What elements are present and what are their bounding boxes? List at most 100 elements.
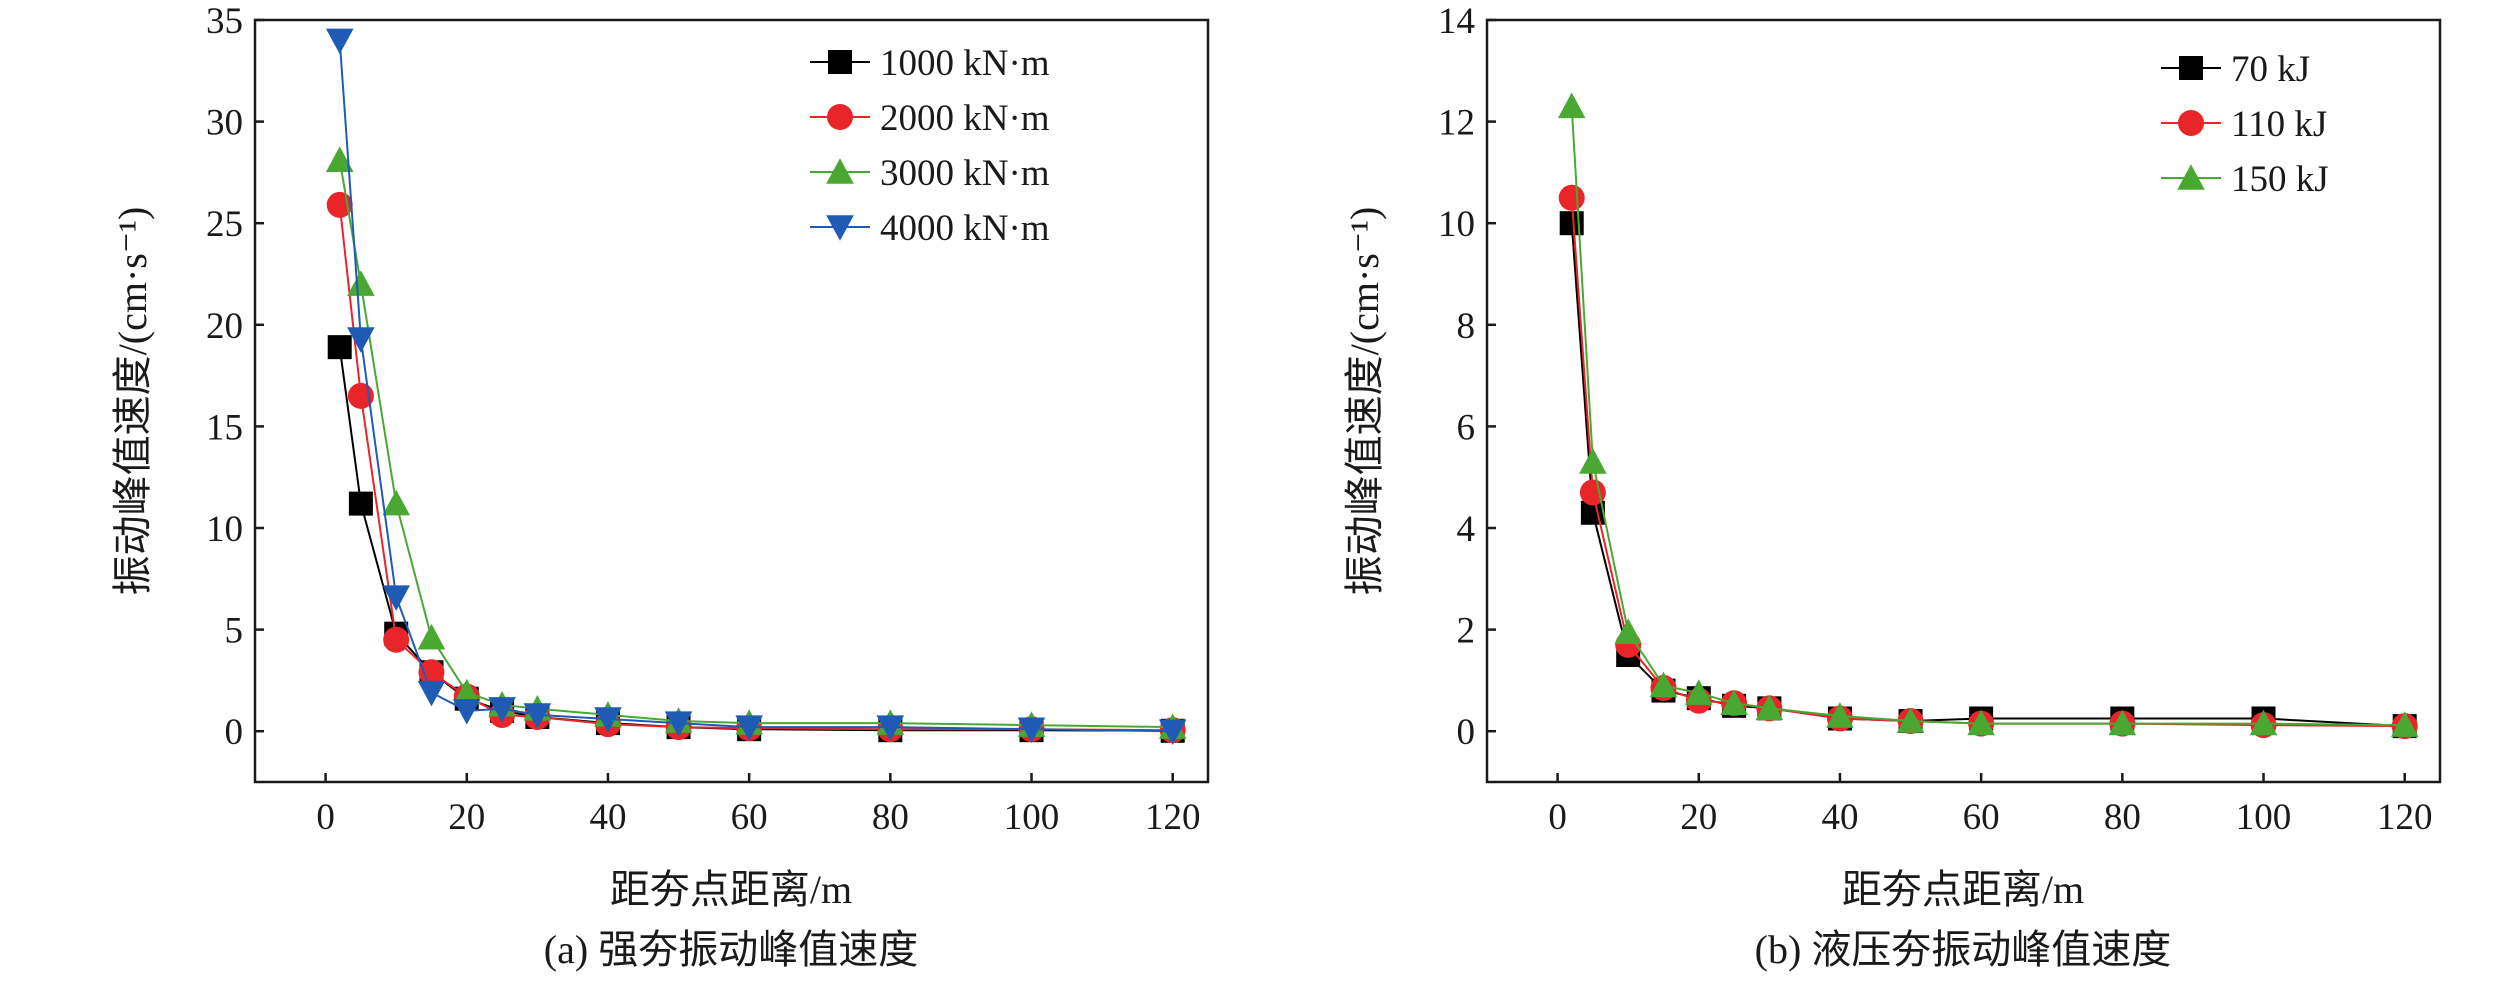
legend-marker (2179, 56, 2203, 80)
legend-marker (828, 50, 852, 74)
data-point-series-2 (382, 489, 410, 516)
x-tick-label: 100 (1004, 797, 1060, 838)
data-point-series-2 (2390, 711, 2419, 737)
chart-a-ticks: 0 20 40 60 80 100 120 0 5 10 15 20 25 30 35 (206, 1, 1200, 838)
data-point-series-2 (1579, 448, 1607, 474)
data-point-series-2 (1896, 707, 1925, 733)
series-line-1 (338, 204, 1173, 732)
chart-a-caption: (a) 强夯振动峰值速度 (544, 927, 918, 972)
data-point-series-2 (1684, 679, 1713, 705)
legend-label: 2000 kN·m (880, 98, 1050, 139)
chart-b-y-axis-label: 振动峰值速度/(cm·s⁻¹) (1342, 207, 1387, 596)
y-tick-label: 25 (206, 204, 243, 245)
x-tick-label: 0 (316, 797, 335, 838)
data-point-series-3 (1017, 717, 1046, 743)
data-point-series-2 (452, 678, 481, 705)
data-point-series-1 (418, 659, 445, 686)
y-tick-label: 30 (206, 103, 243, 144)
legend-label: 4000 kN·m (880, 208, 1050, 249)
data-point-series-3 (1158, 719, 1187, 745)
data-point-series-2 (1826, 702, 1854, 728)
data-point-series-3 (347, 327, 375, 353)
x-tick-label: 60 (731, 797, 768, 838)
chart-b-caption: (b) 液压夯振动峰值速度 (1755, 927, 2172, 972)
chart-a-x-axis-label: 距夯点距离/m (610, 867, 852, 912)
chart-a: 0 20 40 60 80 100 120 0 5 10 15 20 25 30 35 1000 kN·m 2… (110, 1, 1210, 972)
x-tick-label: 0 (1548, 797, 1567, 838)
legend-marker (2177, 164, 2205, 190)
data-point-series-2 (1967, 709, 1995, 736)
legend-label: 110 kJ (2231, 104, 2327, 145)
chart-a-legend: 1000 kN·m 2000 kN·m 3000 kN·m 4000 kN·m (810, 43, 1050, 249)
x-tick-label: 120 (1145, 797, 1201, 838)
chart-b-legend: 70 kJ 110 kJ 150 kJ (2161, 49, 2329, 200)
series-line-1 (1570, 197, 2405, 728)
data-point-series-1 (1579, 479, 1606, 506)
y-tick-label: 10 (1438, 204, 1475, 245)
x-tick-label: 40 (1821, 797, 1858, 838)
data-point-series-0 (327, 335, 352, 360)
y-tick-label: 12 (1438, 103, 1475, 144)
legend-label: 1000 kN·m (880, 43, 1050, 84)
x-tick-label: 120 (2377, 797, 2433, 838)
data-point-series-1 (383, 626, 410, 653)
legend-marker (2178, 110, 2204, 136)
data-point-series-3 (664, 711, 693, 737)
data-point-series-3 (594, 707, 622, 733)
legend-marker (826, 158, 854, 184)
y-tick-label: 8 (1457, 306, 1476, 347)
data-point-series-2 (347, 270, 375, 296)
x-tick-label: 80 (872, 797, 909, 838)
chart-a-marks (325, 28, 1187, 745)
data-point-series-2 (325, 146, 354, 172)
chart-a-y-axis-label: 振动峰值速度/(cm·s⁻¹) (110, 207, 155, 596)
y-tick-label: 4 (1457, 509, 1476, 550)
y-tick-label: 0 (1457, 712, 1476, 753)
data-point-series-2 (1557, 92, 1586, 119)
y-tick-label: 5 (225, 611, 244, 652)
plot-frame (253, 18, 1210, 784)
legend-label: 150 kJ (2231, 159, 2329, 200)
data-point-series-3 (382, 585, 410, 611)
x-tick-label: 80 (2104, 797, 2141, 838)
data-point-series-3 (523, 703, 552, 729)
x-tick-label: 100 (2236, 797, 2292, 838)
x-tick-label: 20 (1680, 797, 1717, 838)
series-line-0 (1570, 223, 2405, 728)
data-point-series-0 (348, 491, 373, 516)
y-tick-label: 14 (1438, 1, 1475, 42)
chart-b: 0 20 40 60 80 100 120 0 2 4 6 8 10 12 14 70 kJ 110 kJ 15… (1342, 1, 2442, 972)
y-tick-label: 10 (206, 509, 243, 550)
data-point-series-2 (417, 623, 446, 650)
data-point-series-2 (1755, 694, 1784, 721)
y-tick-label: 20 (206, 306, 243, 347)
x-tick-label: 40 (589, 797, 626, 838)
legend-label: 3000 kN·m (880, 153, 1050, 194)
data-point-series-2 (1649, 671, 1678, 698)
data-point-series-1 (1558, 184, 1585, 211)
data-point-series-3 (325, 28, 354, 55)
y-tick-label: 35 (206, 1, 243, 42)
series-line-3 (338, 40, 1173, 733)
plot-frame (1485, 18, 2442, 784)
y-tick-label: 2 (1457, 611, 1476, 652)
legend-marker (826, 215, 854, 241)
series-line-0 (338, 347, 1173, 732)
data-point-series-2 (2108, 709, 2137, 736)
chart-b-x-axis-label: 距夯点距离/m (1842, 867, 2084, 912)
data-point-series-3 (452, 699, 481, 725)
chart-b-marks (1557, 92, 2419, 740)
data-point-series-3 (735, 715, 763, 741)
data-point-series-3 (488, 697, 516, 723)
data-point-series-3 (876, 715, 905, 741)
data-point-series-2 (2249, 709, 2278, 736)
y-tick-label: 15 (206, 407, 243, 448)
x-tick-label: 20 (448, 797, 485, 838)
chart-b-ticks: 0 20 40 60 80 100 120 0 2 4 6 8 10 12 14 (1438, 1, 2432, 838)
x-tick-label: 60 (1963, 797, 2000, 838)
legend-marker (827, 104, 853, 130)
y-tick-label: 0 (225, 712, 244, 753)
data-point-series-2 (1614, 618, 1642, 644)
data-point-series-3 (417, 680, 446, 707)
